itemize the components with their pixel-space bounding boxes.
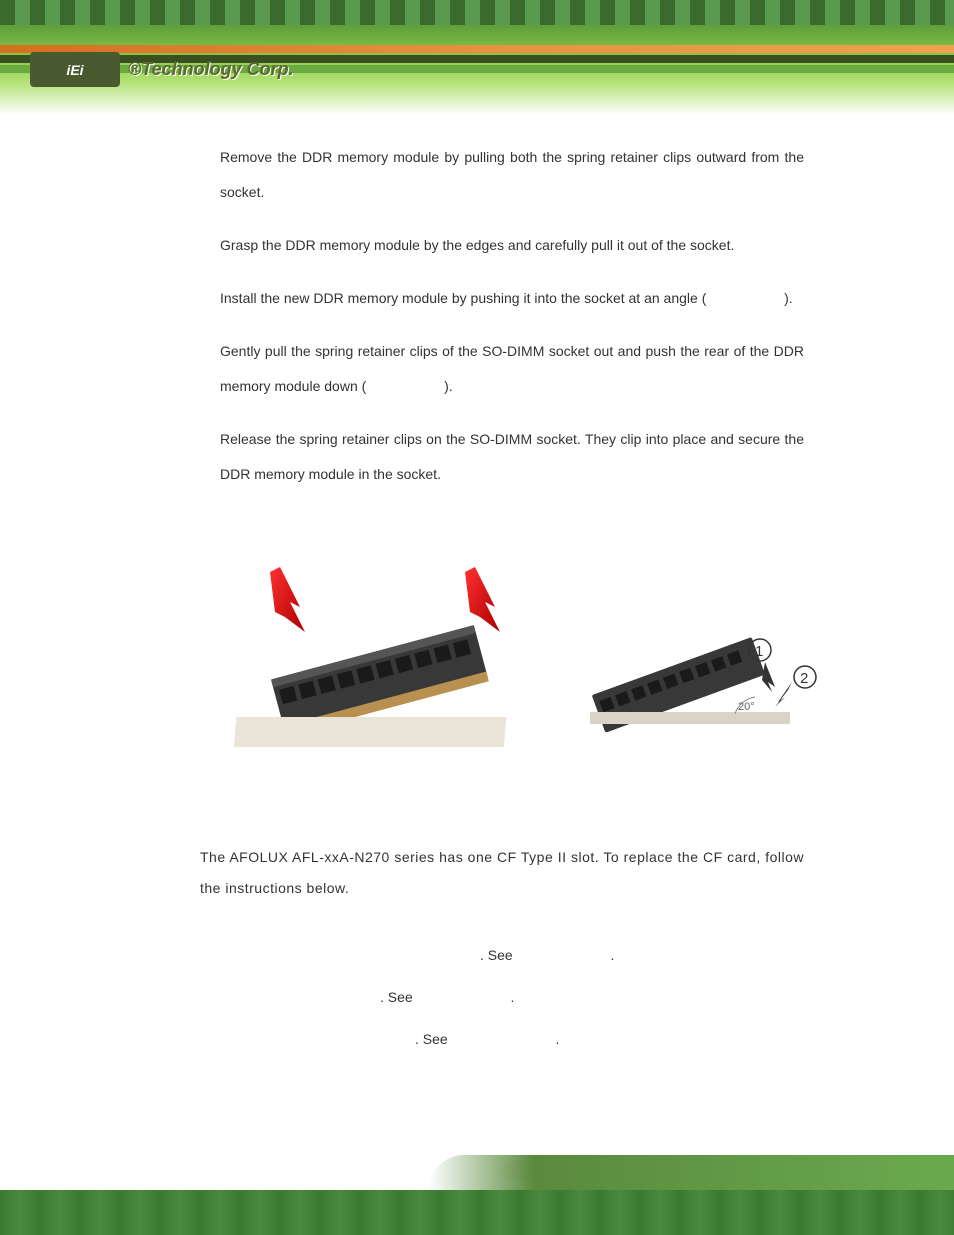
step3-text-1: Install the new DDR memory module by pus…	[220, 290, 706, 306]
see-line-3: . See .	[220, 1018, 804, 1060]
figure-dimm-install: 20° 1 2	[220, 512, 804, 802]
main-content: Remove the DDR memory module by pulling …	[0, 115, 954, 1060]
step4-text-1: Gently pull the spring retainer clips of…	[220, 343, 804, 394]
see-reference-lines: . See . . See . . See .	[220, 934, 804, 1060]
angle-text: 20°	[738, 701, 755, 713]
instruction-step-3: Install the new DDR memory module by pus…	[220, 281, 804, 316]
instruction-step-2: Grasp the DDR memory module by the edges…	[220, 228, 804, 263]
arrow-red-right-icon	[465, 567, 500, 632]
dimm-illustration-left	[220, 562, 530, 762]
arrow-red-left-icon	[270, 567, 305, 632]
instruction-step-1: Remove the DDR memory module by pulling …	[220, 140, 804, 210]
logo-icon: iEi	[30, 52, 120, 87]
instruction-step-4: Gently pull the spring retainer clips of…	[220, 334, 804, 404]
dimm-illustration-right: 20° 1 2	[560, 592, 820, 752]
logo: iEi ®Technology Corp.	[30, 52, 294, 87]
logo-brand-text: ®Technology Corp.	[128, 59, 294, 80]
marker-2: 2	[800, 670, 808, 687]
step4-text-2: ).	[444, 378, 453, 394]
pcb-pattern-top	[0, 0, 954, 25]
footer-stripe-green	[429, 1155, 954, 1190]
cf-intro-text: The AFOLUX AFL-xxA-N270 series has one C…	[200, 842, 804, 904]
footer-banner	[0, 1105, 954, 1235]
marker-1: 1	[755, 643, 763, 660]
cf-card-section: The AFOLUX AFL-xxA-N270 series has one C…	[220, 842, 804, 1060]
see-line-1: . See .	[220, 934, 804, 976]
header-banner: iEi ®Technology Corp.	[0, 0, 954, 115]
step3-text-2: ).	[784, 290, 793, 306]
instruction-step-5: Release the spring retainer clips on the…	[220, 422, 804, 492]
pcb-pattern-bottom	[0, 1190, 954, 1235]
see-line-2: . See .	[220, 976, 804, 1018]
